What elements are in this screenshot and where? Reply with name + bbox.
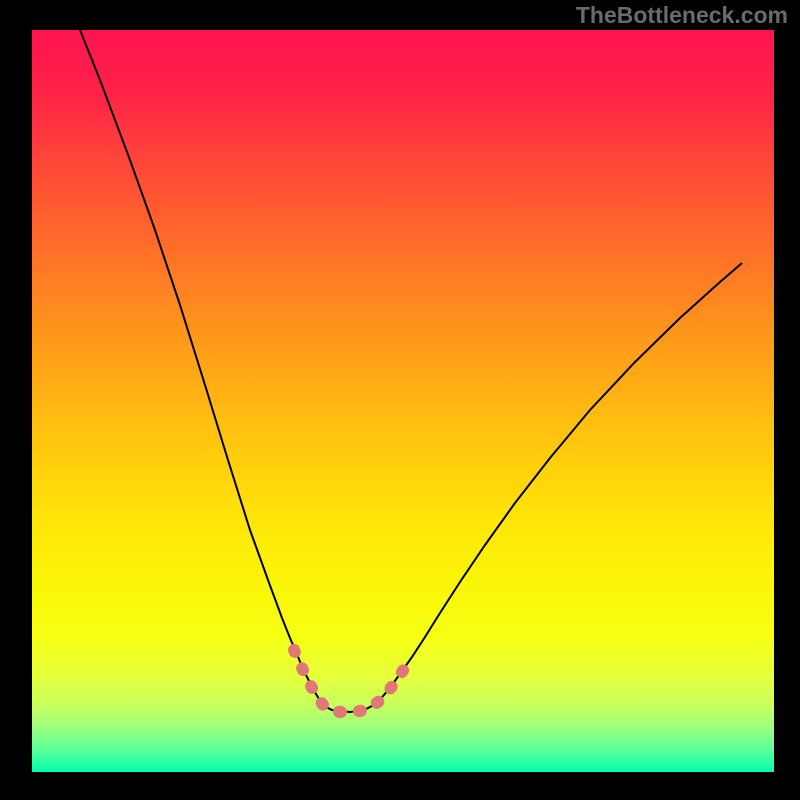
bottom-stripe xyxy=(32,742,774,772)
gradient-background xyxy=(32,30,774,772)
plot-area xyxy=(32,30,774,772)
watermark-text: TheBottleneck.com xyxy=(576,2,788,29)
chart-container: TheBottleneck.com xyxy=(0,0,800,800)
